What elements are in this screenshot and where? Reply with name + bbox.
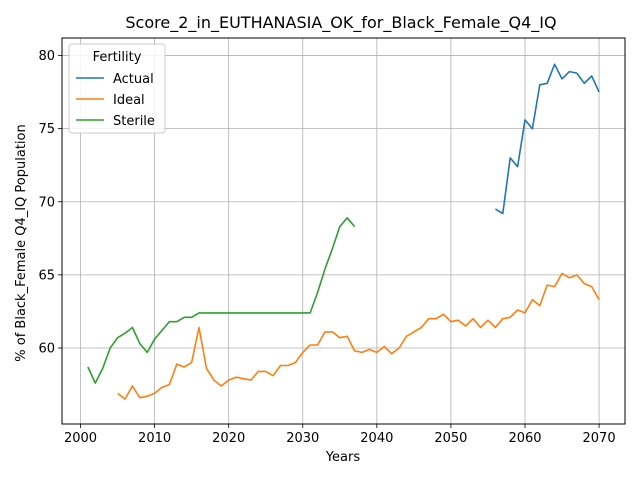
x-tick-label: 2050	[434, 431, 467, 446]
legend-label-ideal: Ideal	[113, 93, 145, 108]
x-tick-label: 2070	[583, 431, 616, 446]
x-tick-label: 2060	[508, 431, 541, 446]
x-tick-label: 2040	[360, 431, 393, 446]
x-tick-label: 2000	[64, 431, 97, 446]
y-tick-label: 75	[38, 122, 55, 137]
x-tick-label: 2010	[138, 431, 171, 446]
x-tick-label: 2020	[212, 431, 245, 446]
legend: Fertility Actual Ideal Sterile	[69, 44, 165, 133]
chart-title: Score_2_in_EUTHANASIA_OK_for_Black_Femal…	[125, 13, 556, 33]
legend-label-actual: Actual	[113, 72, 154, 87]
x-tick-label: 2030	[286, 431, 319, 446]
y-tick-label: 65	[38, 268, 55, 283]
y-tick-label: 60	[38, 341, 55, 356]
legend-label-sterile: Sterile	[113, 114, 155, 129]
y-axis-label: % of Black_Female Q4_IQ Population	[14, 124, 29, 361]
y-tick-label: 80	[38, 49, 55, 64]
y-tick-label: 70	[38, 195, 55, 210]
legend-title: Fertility	[93, 50, 142, 65]
x-axis-label: Years	[325, 450, 361, 465]
